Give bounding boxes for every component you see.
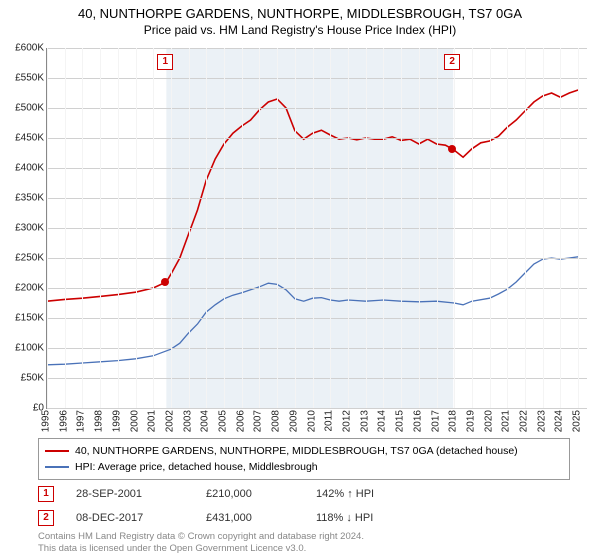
x-tick-label: 2009 (288, 410, 299, 432)
transaction-price: £431,000 (206, 512, 316, 524)
y-tick-label: £500K (2, 103, 44, 114)
transaction-date: 08-DEC-2017 (76, 512, 206, 524)
legend-label-property: 40, NUNTHORPE GARDENS, NUNTHORPE, MIDDLE… (75, 443, 518, 459)
transaction-rows: 1 28-SEP-2001£210,000142% ↑ HPI 2 08-DEC-20… (38, 480, 436, 528)
x-tick-label: 2004 (200, 410, 211, 432)
x-tick-label: 2005 (218, 410, 229, 432)
y-tick-label: £450K (2, 133, 44, 144)
x-tick-label: 2013 (359, 410, 370, 432)
transaction-marker: 2 (38, 510, 54, 526)
x-tick-label: 2023 (536, 410, 547, 432)
x-tick-label: 2022 (519, 410, 530, 432)
x-tick-label: 2008 (271, 410, 282, 432)
y-tick-label: £550K (2, 73, 44, 84)
legend: 40, NUNTHORPE GARDENS, NUNTHORPE, MIDDLE… (38, 438, 570, 480)
x-tick-label: 2015 (395, 410, 406, 432)
legend-swatch-hpi (45, 466, 69, 468)
y-tick-label: £300K (2, 223, 44, 234)
x-tick-label: 2017 (430, 410, 441, 432)
chart-title: 40, NUNTHORPE GARDENS, NUNTHORPE, MIDDLE… (0, 6, 600, 21)
x-tick-label: 2016 (412, 410, 423, 432)
x-tick-label: 2002 (164, 410, 175, 432)
y-tick-label: £600K (2, 43, 44, 54)
titles: 40, NUNTHORPE GARDENS, NUNTHORPE, MIDDLE… (0, 0, 600, 37)
footer: Contains HM Land Registry data © Crown c… (38, 531, 364, 555)
transaction-row: 1 28-SEP-2001£210,000142% ↑ HPI (38, 484, 436, 504)
y-tick-label: £100K (2, 343, 44, 354)
legend-swatch-property (45, 450, 69, 452)
x-tick-label: 2011 (324, 410, 335, 432)
x-tick-label: 2020 (483, 410, 494, 432)
x-tick-label: 2025 (572, 410, 583, 432)
chart-container: 40, NUNTHORPE GARDENS, NUNTHORPE, MIDDLE… (0, 0, 600, 560)
x-tick-label: 1997 (76, 410, 87, 432)
x-tick-label: 2006 (235, 410, 246, 432)
transaction-vs-hpi: 118% ↓ HPI (316, 512, 436, 524)
x-tick-label: 2012 (341, 410, 352, 432)
y-tick-label: £250K (2, 253, 44, 264)
chart-subtitle: Price paid vs. HM Land Registry's House … (0, 23, 600, 37)
x-tick-label: 2001 (147, 410, 158, 432)
x-tick-label: 2000 (129, 410, 140, 432)
transaction-price: £210,000 (206, 488, 316, 500)
footer-line2: This data is licensed under the Open Gov… (38, 543, 364, 555)
y-tick-label: £400K (2, 163, 44, 174)
y-tick-label: £350K (2, 193, 44, 204)
marker-label: 2 (444, 54, 460, 70)
x-tick-label: 2018 (448, 410, 459, 432)
footer-line1: Contains HM Land Registry data © Crown c… (38, 531, 364, 543)
x-tick-label: 1996 (58, 410, 69, 432)
legend-label-hpi: HPI: Average price, detached house, Midd… (75, 459, 318, 475)
legend-row-hpi: HPI: Average price, detached house, Midd… (45, 459, 563, 475)
y-tick-label: £50K (2, 373, 44, 384)
x-tick-label: 2024 (554, 410, 565, 432)
x-tick-label: 1999 (111, 410, 122, 432)
transaction-row: 2 08-DEC-2017£431,000118% ↓ HPI (38, 508, 436, 528)
y-tick-label: £150K (2, 313, 44, 324)
y-tick-label: £200K (2, 283, 44, 294)
x-tick-label: 1998 (94, 410, 105, 432)
plot-area (46, 48, 587, 409)
transaction-vs-hpi: 142% ↑ HPI (316, 488, 436, 500)
x-tick-label: 2021 (501, 410, 512, 432)
x-tick-label: 2019 (465, 410, 476, 432)
x-tick-label: 2007 (253, 410, 264, 432)
transaction-date: 28-SEP-2001 (76, 488, 206, 500)
x-tick-label: 2014 (377, 410, 388, 432)
marker-label: 1 (157, 54, 173, 70)
x-tick-label: 1995 (41, 410, 52, 432)
x-tick-label: 2003 (182, 410, 193, 432)
x-tick-label: 2010 (306, 410, 317, 432)
legend-row-property: 40, NUNTHORPE GARDENS, NUNTHORPE, MIDDLE… (45, 443, 563, 459)
transaction-marker: 1 (38, 486, 54, 502)
y-tick-label: £0 (2, 403, 44, 414)
